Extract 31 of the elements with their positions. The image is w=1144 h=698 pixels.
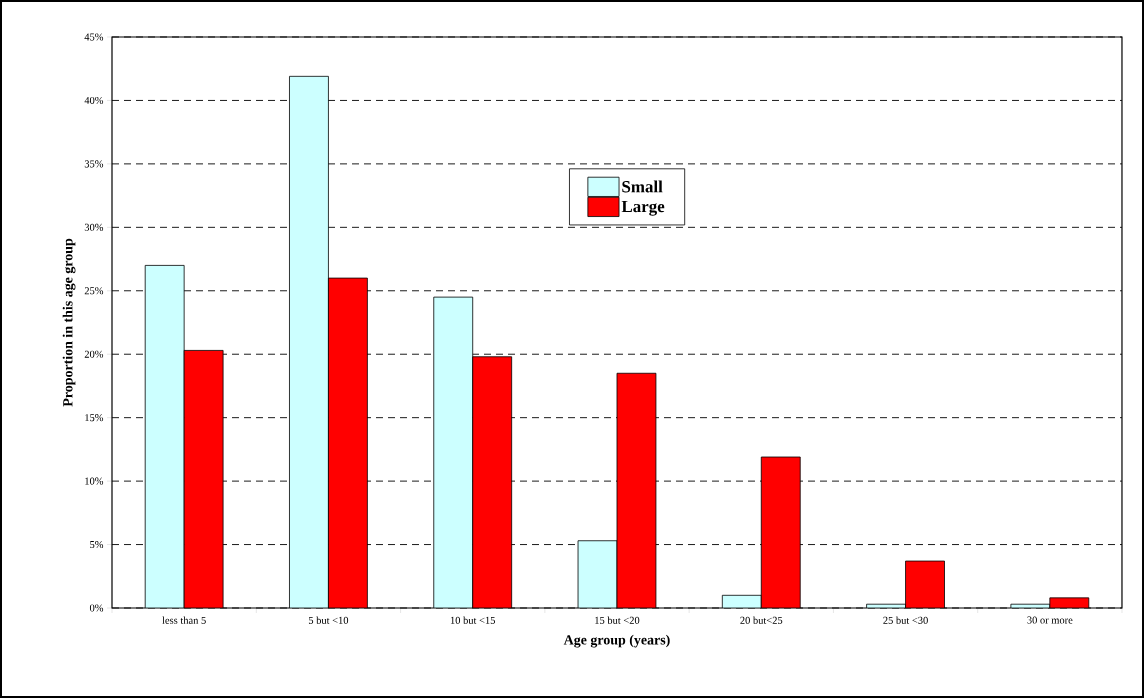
y-tick-label: 30% [84,223,104,231]
legend-label: Small [622,180,663,193]
y-tick-label: 25% [84,287,104,295]
x-tick-label: 5 but <10 [308,616,349,624]
y-tick-label: 40% [84,96,104,104]
bar [144,265,185,608]
bar [616,372,657,608]
bar [905,560,945,608]
x-tick-label: 10 but <15 [450,616,495,624]
y-tick-label: 20% [84,350,104,358]
bar [760,456,801,608]
legend-label: Large [621,200,665,216]
bar [289,75,329,608]
x-tick-label: less than 5 [162,616,206,624]
bar [433,296,474,608]
x-tick-label: 15 but <20 [595,616,640,624]
bar [577,540,618,608]
y-tick-label: 35% [84,160,104,168]
y-tick-label: 10% [85,477,104,485]
y-tick-label: 15% [85,414,104,422]
bar [183,350,224,608]
bar [328,277,368,608]
y-tick-label: 45% [84,33,104,41]
y-axis-title: Proportion in this age group [62,238,76,407]
x-tick-label: 20 but<25 [740,616,783,624]
y-tick-label: 0% [89,604,104,612]
x-tick-label: 30 or more [1027,616,1073,624]
x-tick-label: 25 but <30 [883,616,928,624]
y-tick-label: 5% [90,541,104,549]
bar [472,356,513,608]
x-axis-title: Age group (years) [563,634,670,648]
